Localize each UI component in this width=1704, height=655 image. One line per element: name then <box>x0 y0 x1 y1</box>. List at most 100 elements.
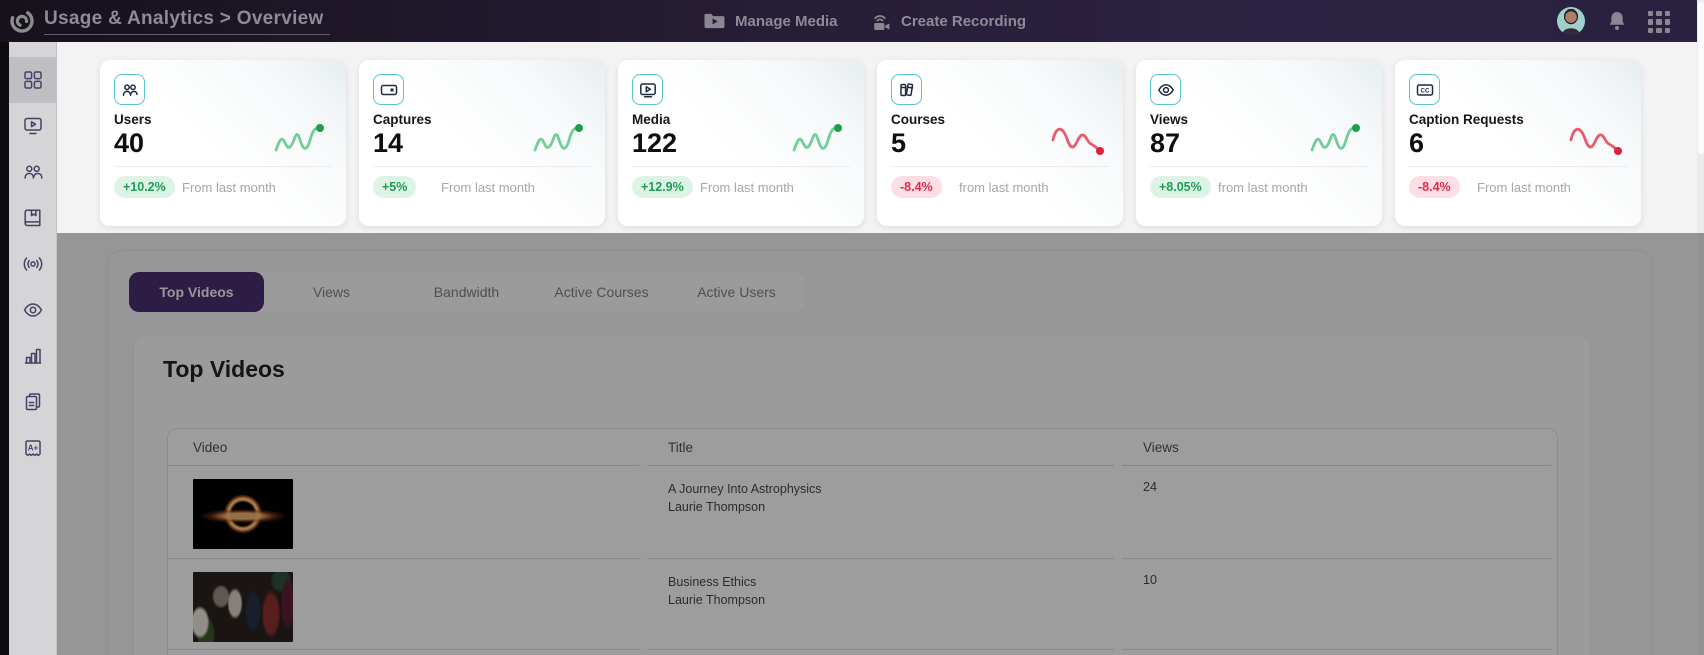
change-period: From last month <box>700 180 794 195</box>
svg-text:A+: A+ <box>28 444 39 453</box>
card-value: 6 <box>1409 128 1425 158</box>
video-author: Laurie Thompson <box>668 593 766 607</box>
users-icon <box>114 74 145 105</box>
column-header-video: Video <box>168 429 639 466</box>
user-avatar[interactable] <box>1557 7 1585 35</box>
tab-active-courses[interactable]: Active Courses <box>554 284 649 300</box>
video-title: Business Ethics <box>668 575 757 589</box>
analytics-bars-icon <box>24 348 42 364</box>
divider <box>1150 166 1368 167</box>
tab-bandwidth[interactable]: Bandwidth <box>433 284 500 300</box>
change-period: From last month <box>1477 180 1571 195</box>
change-badge: +12.9% <box>632 176 693 198</box>
topbar: Usage & Analytics > Overview Manage Medi… <box>0 0 1697 42</box>
reports-documents-icon <box>25 393 41 411</box>
trend-down-sparkline <box>1569 127 1622 155</box>
section-title: Top Videos <box>163 356 285 382</box>
change-period: from last month <box>1218 180 1308 195</box>
card-label: Users <box>114 112 152 127</box>
change-badge: +5% <box>373 176 417 198</box>
sidebar-item-views[interactable] <box>9 287 57 333</box>
card-value: 122 <box>632 128 678 158</box>
card-value: 40 <box>114 128 145 158</box>
sidebar-item-courses[interactable] <box>9 195 57 241</box>
sidebar-item-analytics[interactable] <box>9 333 57 379</box>
card-label: Media <box>632 112 671 127</box>
table-row[interactable]: Business Ethics Laurie Thompson 10 <box>168 559 1557 650</box>
sidebar-item-users[interactable] <box>9 149 57 195</box>
manage-media-icon <box>704 13 725 29</box>
column-header-title: Title <box>647 429 1114 466</box>
sidebar-item-grades[interactable]: A+ <box>9 425 57 471</box>
stat-card-caption-requests: CC Caption Requests 6 -8.4% From last mo… <box>1395 60 1641 226</box>
apps-grid-icon[interactable] <box>1648 11 1670 33</box>
sidebar-item-broadcast[interactable] <box>9 241 57 287</box>
group-discussion-video-thumbnail[interactable] <box>193 572 293 642</box>
card-value: 87 <box>1150 128 1181 158</box>
dashboard-grid-icon <box>24 71 42 89</box>
stat-card-media: Media 122 +12.9% From last month <box>618 60 864 226</box>
notifications-bell-icon[interactable] <box>1607 10 1627 32</box>
sidebar-item-reports[interactable] <box>9 379 57 425</box>
change-badge: -8.4% <box>891 176 942 198</box>
black-hole-video-thumbnail[interactable] <box>193 479 293 549</box>
change-badge: -8.4% <box>1409 176 1460 198</box>
grades-a-plus-icon: A+ <box>25 440 41 457</box>
stat-card-captures: Captures 14 +5% From last month <box>359 60 605 226</box>
views-icon <box>1150 74 1181 105</box>
sidebar-item-media[interactable] <box>9 103 57 149</box>
divider <box>891 166 1109 167</box>
analytics-tabbar: Top Videos Views Bandwidth Active Course… <box>129 272 804 312</box>
trend-up-sparkline <box>1310 124 1360 152</box>
broadcast-icon <box>23 257 43 271</box>
card-label: Views <box>1150 112 1189 127</box>
card-label: Caption Requests <box>1409 112 1524 127</box>
svg-text:CC: CC <box>1420 87 1429 94</box>
screenpal-logo-icon <box>10 9 34 33</box>
video-author: Laurie Thompson <box>668 500 766 514</box>
top-videos-table: Video Title Views A Journey Into Astroph… <box>167 428 1558 655</box>
change-period: from last month <box>959 180 1049 195</box>
column-header-views: Views <box>1122 429 1551 466</box>
video-views: 24 <box>1122 466 1551 559</box>
scrollbar-thumb[interactable] <box>1697 2 1704 154</box>
media-icon <box>632 74 663 105</box>
change-badge: +8.05% <box>1150 176 1211 198</box>
create-recording-button[interactable]: Create Recording <box>868 0 1026 42</box>
trend-up-sparkline <box>533 124 583 152</box>
video-title: A Journey Into Astrophysics <box>668 482 822 496</box>
trend-up-sparkline <box>792 124 842 152</box>
tab-active-users[interactable]: Active Users <box>697 284 776 300</box>
divider <box>373 166 591 167</box>
tab-top-videos[interactable]: Top Videos <box>129 272 264 312</box>
sidebar: A+ <box>9 42 57 655</box>
captures-icon <box>373 74 404 105</box>
table-row[interactable]: A Journey Into Astrophysics Laurie Thomp… <box>168 466 1557 559</box>
manage-media-button[interactable]: Manage Media <box>703 0 838 42</box>
change-period: From last month <box>182 180 276 195</box>
courses-book-icon <box>24 209 41 227</box>
sidebar-item-dashboard[interactable] <box>9 57 57 103</box>
stat-card-users: Users 40 +10.2% From last month <box>100 60 346 226</box>
create-recording-icon <box>874 15 890 30</box>
trend-up-sparkline <box>274 124 324 152</box>
stat-card-views: Views 87 +8.05% from last month <box>1136 60 1382 226</box>
stat-card-courses: Courses 5 -8.4% from last month <box>877 60 1123 226</box>
trend-down-sparkline <box>1051 127 1104 155</box>
card-label: Courses <box>891 112 946 127</box>
card-value: 5 <box>891 128 907 158</box>
media-monitor-icon <box>24 117 42 135</box>
change-period: From last month <box>441 180 535 195</box>
caption-requests-icon: CC <box>1409 74 1440 105</box>
views-eye-icon <box>23 303 43 317</box>
card-label: Captures <box>373 112 432 127</box>
page-scrollbar[interactable] <box>1697 0 1704 655</box>
users-group-icon <box>24 165 43 179</box>
change-badge: +10.2% <box>114 176 175 198</box>
tab-views[interactable]: Views <box>312 284 351 300</box>
create-recording-label: Create Recording <box>901 12 1027 30</box>
manage-media-label: Manage Media <box>735 12 838 30</box>
divider <box>1409 166 1627 167</box>
video-views: 10 <box>1122 559 1551 650</box>
courses-icon <box>891 74 922 105</box>
